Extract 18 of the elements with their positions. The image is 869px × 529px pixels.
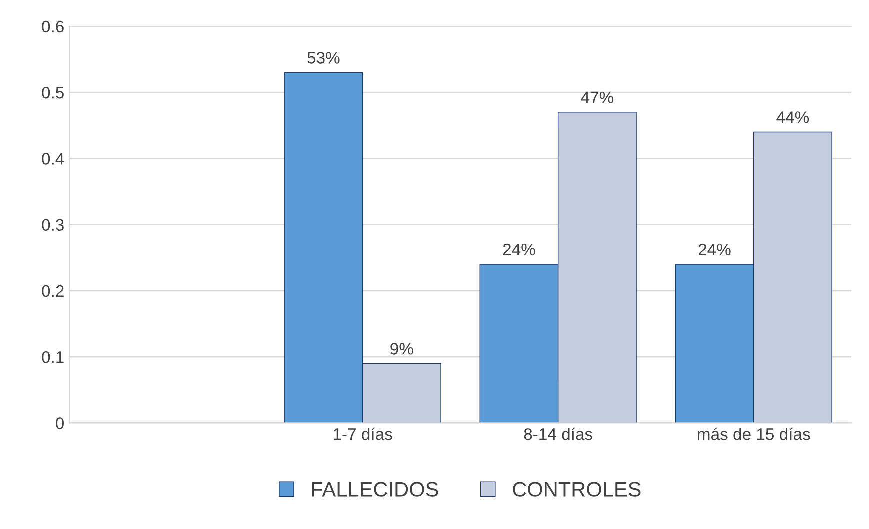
data-label: 9% [390,343,414,355]
y-tick-label: 0.6 [42,20,64,33]
data-label: 24% [698,244,731,256]
data-label: 47% [581,92,614,104]
y-tick-label: 0.1 [42,351,64,364]
y-tick-label: 0 [56,418,64,430]
y-tick-label: 0.3 [42,219,64,232]
x-tick-label: 8-14 días [524,428,592,440]
y-tick-label: 0.2 [42,285,64,298]
x-tick-label: más de 15 días [698,428,810,440]
legend-label: CONTROLES [513,482,641,497]
x-tick-label: 1-7 días [334,428,392,440]
y-tick-label: 0.4 [42,153,64,165]
data-label: 53% [308,52,340,64]
legend-label: FALLECIDOS [312,482,438,497]
data-label: 24% [503,244,536,256]
y-tick-label: 0.5 [42,86,64,99]
data-label: 44% [776,112,810,124]
